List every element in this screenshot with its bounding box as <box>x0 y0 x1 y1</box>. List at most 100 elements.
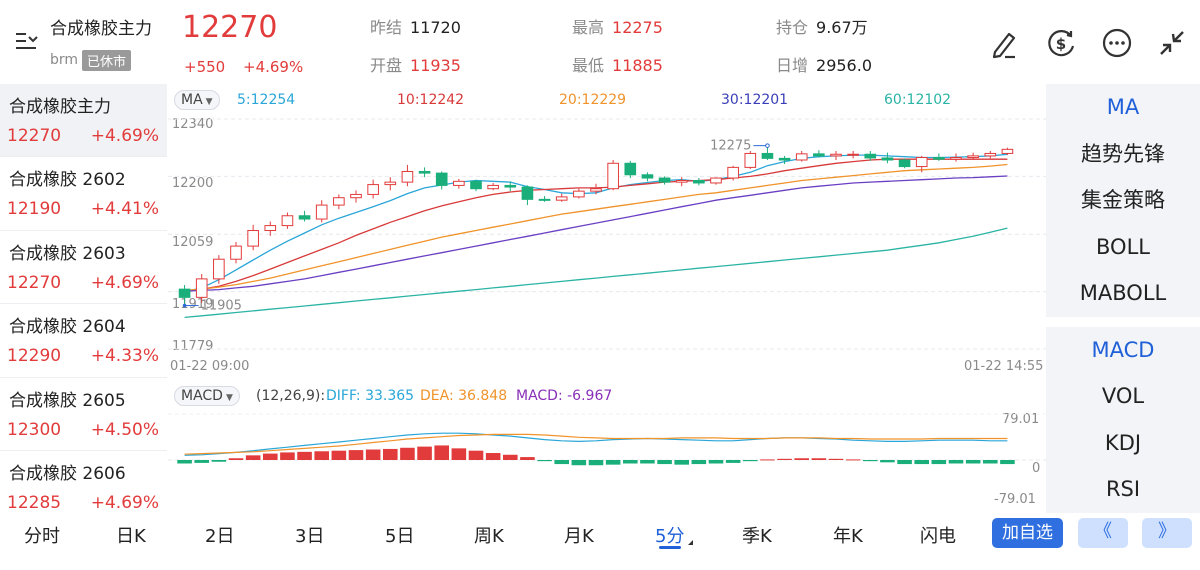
y-tick-label: 12059 <box>172 235 214 250</box>
candle <box>555 196 568 201</box>
contract-pct: +4.33% <box>90 346 159 367</box>
contract-price: 12190 <box>7 199 62 220</box>
sub-indicator-dropdown[interactable]: MACD ▼ <box>174 386 240 406</box>
sort-list-icon[interactable] <box>14 30 40 52</box>
macd-bar <box>674 460 689 465</box>
dollar-icon[interactable]: $ <box>1044 26 1078 60</box>
indicator-boll[interactable]: BOLL <box>1046 223 1200 270</box>
contract-price: 12290 <box>7 346 62 367</box>
macd-bar <box>503 454 518 460</box>
period-tab-day[interactable]: 日K <box>116 526 146 547</box>
prev-button[interactable]: 《 <box>1078 518 1128 548</box>
period-tab-year[interactable]: 年K <box>833 526 863 547</box>
candle <box>213 258 225 280</box>
macd-bar <box>417 446 432 460</box>
chart-area[interactable]: MA ▼ 5:12254 10:12242 20:12229 30:12201 6… <box>168 84 1046 514</box>
contract-item[interactable]: 合成橡胶 2606 12285 +4.69% <box>0 450 167 525</box>
macd-chart[interactable] <box>168 410 1046 512</box>
add-favorite-button[interactable]: 加自选 <box>992 518 1063 548</box>
macd-params: (12,26,9): <box>256 388 326 404</box>
stat-high: 最高 12275 <box>572 18 663 37</box>
high-annotation: 12275 <box>710 139 751 154</box>
contract-item[interactable]: 合成橡胶主力 12270 +4.69% <box>0 84 167 158</box>
next-button[interactable]: 》 <box>1142 518 1192 548</box>
macd-bar <box>571 460 587 466</box>
candle <box>727 166 739 179</box>
macd-bar <box>777 458 792 460</box>
macd-bar <box>588 460 604 466</box>
ma10-value: 10:12242 <box>397 92 465 108</box>
period-tab-quarter[interactable]: 季K <box>742 526 772 547</box>
period-tab-week[interactable]: 周K <box>474 526 504 547</box>
indicator-rsi[interactable]: RSI <box>1046 466 1200 513</box>
candle <box>864 153 877 159</box>
period-tab-2day[interactable]: 2日 <box>205 526 235 547</box>
macd-bar <box>880 460 895 463</box>
macd-diff-value: DIFF: 33.365 <box>326 388 415 404</box>
macd-bar <box>451 448 467 460</box>
period-tab-timeshare[interactable]: 分时 <box>24 526 60 547</box>
macd-bar <box>365 449 381 460</box>
candle <box>367 184 379 195</box>
contract-price: 12300 <box>7 419 62 440</box>
period-tab-3day[interactable]: 3日 <box>295 526 325 547</box>
draw-icon[interactable] <box>987 26 1021 60</box>
period-tab-month[interactable]: 月K <box>564 526 594 547</box>
ma30-line <box>184 175 1008 292</box>
candle <box>230 245 242 260</box>
contract-item[interactable]: 合成橡胶 2603 12270 +4.69% <box>0 230 167 305</box>
caret-down-icon: ▼ <box>225 393 233 403</box>
candle <box>247 230 259 247</box>
macd-bar <box>263 453 278 460</box>
contract-name: 合成橡胶主力 <box>9 97 111 117</box>
period-tab-5min[interactable]: 5分 <box>655 526 685 547</box>
indicator-gold[interactable]: 集金策略 <box>1046 177 1200 224</box>
macd-macd-value: MACD: -6.967 <box>516 388 613 404</box>
contract-pct: +4.50% <box>90 419 159 440</box>
contract-item[interactable]: 合成橡胶 2602 12190 +4.41% <box>0 157 167 231</box>
period-tab-flash[interactable]: 闪电 <box>920 526 956 547</box>
candle <box>350 193 362 199</box>
main-indicator-dropdown[interactable]: MA ▼ <box>174 90 220 110</box>
collapse-icon[interactable] <box>1155 26 1189 60</box>
indicator-trend[interactable]: 趋势先锋 <box>1046 130 1200 177</box>
candle <box>453 180 465 186</box>
indicator-maboll[interactable]: MABOLL <box>1046 270 1200 317</box>
indicator-vol[interactable]: VOL <box>1046 373 1200 420</box>
contract-item[interactable]: 合成橡胶 2605 12300 +4.50% <box>0 377 167 451</box>
more-icon[interactable] <box>1100 26 1134 60</box>
macd-legend-bar: MACD ▼ (12,26,9): DIFF: 33.365 DEA: 36.84… <box>168 385 1046 407</box>
indicator-kdj[interactable]: KDJ <box>1046 419 1200 466</box>
candle <box>573 190 585 198</box>
candle <box>401 170 414 183</box>
price-change-pct: +4.69% <box>243 58 304 76</box>
macd-bar <box>400 447 415 460</box>
macd-bar <box>297 451 312 460</box>
svg-text:$: $ <box>1056 35 1066 53</box>
period-tab-5day[interactable]: 5日 <box>385 526 415 547</box>
contract-name: 合成橡胶 2602 <box>9 170 126 191</box>
contract-price: 12270 <box>7 126 62 146</box>
indicator-macd[interactable]: MACD <box>1046 326 1200 373</box>
macd-bar <box>725 460 741 463</box>
macd-bar <box>845 459 861 461</box>
last-price: 12270 <box>182 10 278 45</box>
instrument-code: brm <box>50 52 79 68</box>
candle <box>795 153 808 161</box>
macd-bar <box>623 460 638 464</box>
indicator-ma[interactable]: MA <box>1046 84 1200 131</box>
stat-low: 最低 11885 <box>572 56 663 75</box>
candle <box>710 177 722 184</box>
macd-bar <box>348 450 364 460</box>
candle <box>778 157 791 161</box>
contract-item[interactable]: 合成橡胶 2604 12290 +4.33% <box>0 304 167 378</box>
macd-bar <box>383 448 398 460</box>
candle <box>881 157 894 161</box>
candle <box>538 198 551 201</box>
price-change: +550 <box>184 58 226 76</box>
candlestick-chart[interactable]: 12275 11905 <box>168 111 1046 357</box>
candle <box>624 162 637 176</box>
candle <box>984 152 997 157</box>
candle <box>744 152 757 168</box>
ma-legend-bar: MA ▼ 5:12254 10:12242 20:12229 30:12201 6… <box>168 89 1046 111</box>
